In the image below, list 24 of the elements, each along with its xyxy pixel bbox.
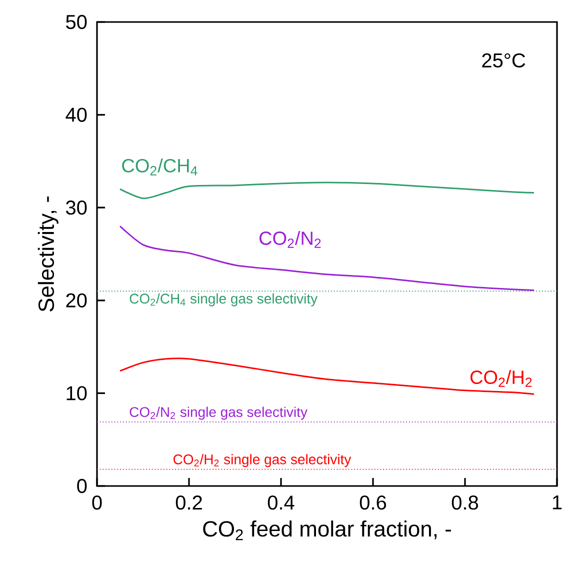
y-axis-title: Selectivity, - — [38, 196, 58, 312]
x-tick-label: 0.2 — [176, 496, 202, 510]
x-tick-label: 0.6 — [360, 496, 386, 510]
series-label: CO$_{2}$/CH$_{4}$ — [122, 158, 198, 176]
ref-line-label: CO$_{2}$/CH$_{4}$ single gas selectivity — [130, 293, 318, 306]
ref-line-label: CO$_{2}$/N$_{2}$ single gas selectivity — [130, 406, 308, 420]
y-tick-label: 0 — [77, 478, 87, 494]
y-tick-label: 30 — [66, 200, 87, 215]
y-tick-label: 20 — [66, 293, 87, 308]
annotation: 25°C — [482, 53, 526, 68]
line-series — [119, 182, 535, 200]
x-tick-label: 1 — [552, 496, 562, 510]
ref-line-label: CO$_{2}$/H$_{2}$ single gas selectivity — [174, 454, 352, 468]
line-series — [119, 225, 535, 291]
x-tick-label: 0.8 — [452, 496, 478, 510]
x-tick-label: 0 — [92, 496, 102, 510]
x-axis-title: CO$_{2}$ feed molar fraction, - — [203, 520, 451, 540]
series-label: CO$_{2}$/H$_{2}$ — [470, 370, 532, 387]
line-series — [119, 358, 535, 395]
x-tick-label: 0.4 — [268, 496, 294, 510]
series-label: CO$_{2}$/N$_{2}$ — [260, 231, 321, 248]
y-tick-label: 10 — [66, 386, 87, 400]
y-tick-label: 40 — [66, 108, 87, 122]
y-tick-label: 50 — [66, 14, 87, 30]
